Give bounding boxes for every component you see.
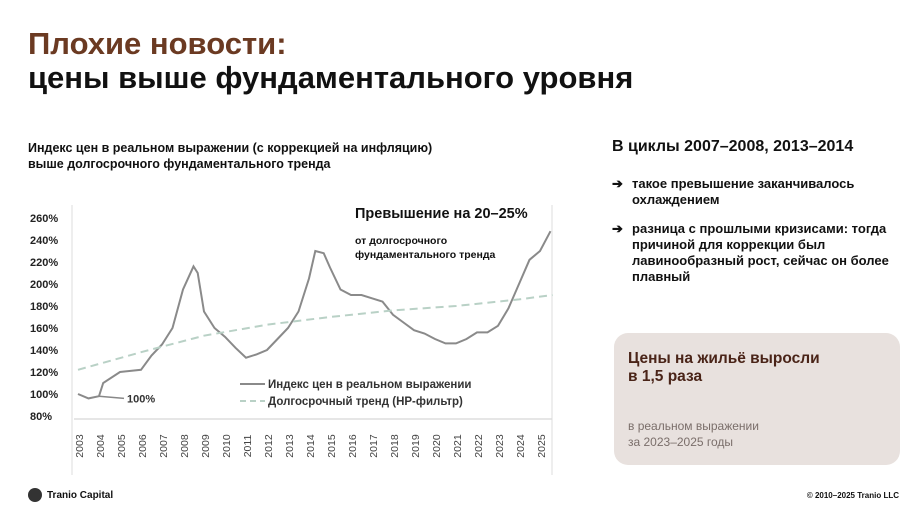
y-tick-label: 160% (30, 323, 58, 335)
card-note-1: в реальном выражении (628, 419, 759, 433)
x-tick-label: 2017 (368, 434, 380, 458)
bullet-text: такое превышение заканчивалось охлаждени… (632, 176, 855, 207)
bullet-2: ➔ разница с прошлыми кризисами: тогда при… (612, 221, 921, 285)
x-tick-label: 2011 (242, 435, 254, 458)
x-tick-label: 2024 (515, 434, 527, 458)
y-tick-label: 100% (30, 389, 58, 401)
x-tick-label: 2004 (95, 434, 107, 458)
x-tick-label: 2003 (74, 434, 86, 458)
x-tick-label: 2019 (410, 434, 422, 458)
x-tick-label: 2012 (263, 434, 275, 458)
x-tick-label: 2010 (221, 434, 233, 458)
bullet-text: разница с прошлыми кризисами: тогда прич… (632, 221, 889, 284)
y-tick-label: 120% (30, 367, 58, 379)
y-tick-label: 180% (30, 301, 58, 313)
arrow-icon: ➔ (612, 221, 623, 236)
card-title-1: Цены на жильё выросли (628, 350, 820, 367)
x-tick-label: 2025 (536, 434, 548, 458)
x-tick-label: 2022 (473, 434, 485, 458)
annotation-title: Превышение на 20–25% (355, 206, 528, 222)
x-tick-label: 2013 (284, 434, 296, 458)
title-line-1: Плохие новости: (28, 26, 287, 61)
card-note: в реальном выражении за 2023–2025 годы (628, 418, 759, 450)
x-tick-label: 2014 (305, 434, 317, 458)
legend-label: Долгосрочный тренд (HP-фильтр) (268, 396, 463, 408)
x-tick-label: 2016 (347, 434, 359, 458)
y-tick-label: 220% (30, 257, 58, 269)
x-tick-label: 2006 (137, 434, 149, 458)
y-tick-label: 140% (30, 345, 58, 357)
card-title-2: в 1,5 раза (628, 368, 703, 385)
x-tick-label: 2023 (494, 434, 506, 458)
highlight-card (614, 333, 900, 465)
bullet-1: ➔ такое превышение заканчивалось охлажден… (612, 176, 921, 208)
legend-label: Индекс цен в реальном выражении (268, 379, 471, 391)
x-tick-label: 2009 (200, 434, 212, 458)
chart-subtitle: Индекс цен в реальном выражении (с корре… (28, 140, 508, 172)
x-tick-label: 2007 (158, 434, 170, 458)
base-pointer (98, 395, 125, 400)
base-label: 100% (127, 393, 155, 405)
logo-text: Tranio Capital (47, 489, 114, 501)
chart-subtitle-1: Индекс цен в реальном выражении (с корре… (28, 141, 433, 155)
annotation-text: от долгосрочного фундаментального тренда (355, 234, 495, 262)
annotation-line-2: фундаментального тренда (355, 249, 496, 261)
tranio-logo: Tranio Capital (28, 488, 113, 502)
title-line-2: цены выше фундаментального уровня (28, 60, 634, 95)
x-tick-label: 2021 (452, 434, 464, 458)
x-tick-label: 2008 (179, 434, 191, 458)
y-tick-label: 80% (30, 411, 52, 423)
x-tick-label: 2020 (431, 434, 443, 458)
copyright: © 2010–2025 Tranio LLC (806, 491, 899, 500)
logo-globe-icon (28, 488, 42, 502)
x-tick-label: 2015 (326, 434, 338, 458)
y-tick-label: 240% (30, 235, 58, 247)
y-tick-label: 260% (30, 213, 58, 225)
x-tick-label: 2018 (389, 434, 401, 458)
x-tick-label: 2005 (116, 434, 128, 458)
chart-subtitle-2: выше долгосрочного фундаментального трен… (28, 157, 331, 171)
y-tick-label: 200% (30, 279, 58, 291)
annotation-line-1: от долгосрочного (355, 235, 448, 247)
card-note-2: за 2023–2025 годы (628, 435, 734, 449)
arrow-icon: ➔ (612, 176, 623, 191)
right-heading: В циклы 2007–2008, 2013–2014 (612, 138, 854, 155)
card-title: Цены на жильё выросли в 1,5 раза (628, 350, 820, 386)
